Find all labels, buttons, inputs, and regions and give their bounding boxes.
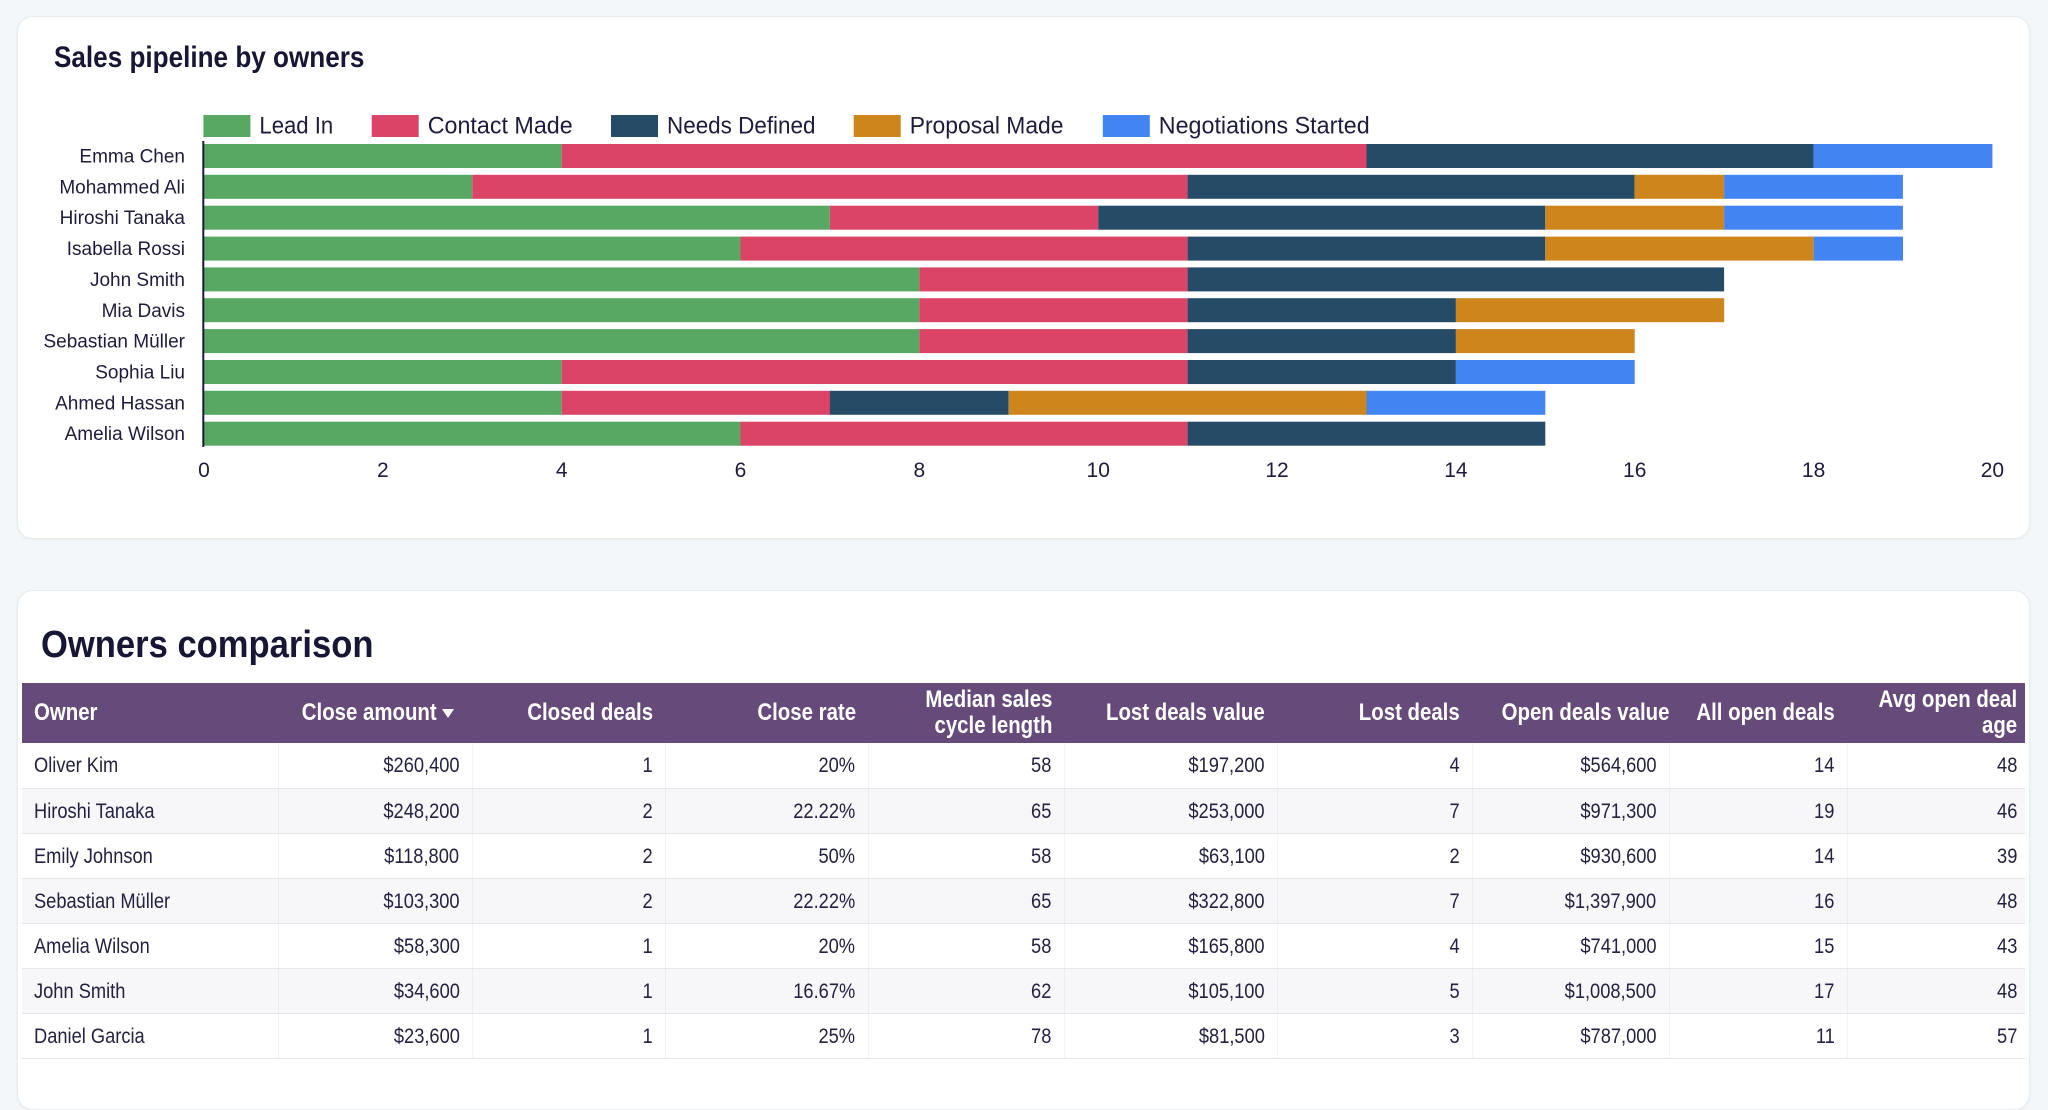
svg-text:Ahmed Hassan: Ahmed Hassan [55,393,185,414]
svg-text:6: 6 [735,459,747,482]
svg-text:Emma Chen: Emma Chen [79,147,185,168]
svg-text:Sebastian Müller: Sebastian Müller [43,332,185,353]
svg-text:10: 10 [1087,459,1110,482]
svg-text:Mohammed Ali: Mohammed Ali [59,177,185,198]
svg-text:Contact Made: Contact Made [428,113,573,140]
svg-text:18: 18 [1802,459,1825,482]
svg-text:2: 2 [377,459,389,482]
svg-text:8: 8 [914,459,926,482]
svg-text:Negotiations Started: Negotiations Started [1159,113,1370,140]
svg-text:Sophia Liu: Sophia Liu [95,363,185,384]
svg-text:Lead In: Lead In [259,113,333,140]
svg-text:0: 0 [198,459,210,482]
svg-text:4: 4 [556,459,568,482]
svg-text:Amelia Wilson: Amelia Wilson [65,424,185,445]
svg-text:John Smith: John Smith [90,270,185,291]
svg-text:12: 12 [1265,459,1288,482]
svg-text:Proposal Made: Proposal Made [910,113,1064,140]
svg-text:20: 20 [1981,459,2004,482]
svg-text:Hiroshi Tanaka: Hiroshi Tanaka [60,208,186,229]
svg-text:Needs Defined: Needs Defined [667,113,816,140]
svg-text:Mia Davis: Mia Davis [102,301,185,322]
svg-text:16: 16 [1623,459,1646,482]
svg-text:Isabella Rossi: Isabella Rossi [67,239,185,260]
svg-text:14: 14 [1444,459,1468,482]
